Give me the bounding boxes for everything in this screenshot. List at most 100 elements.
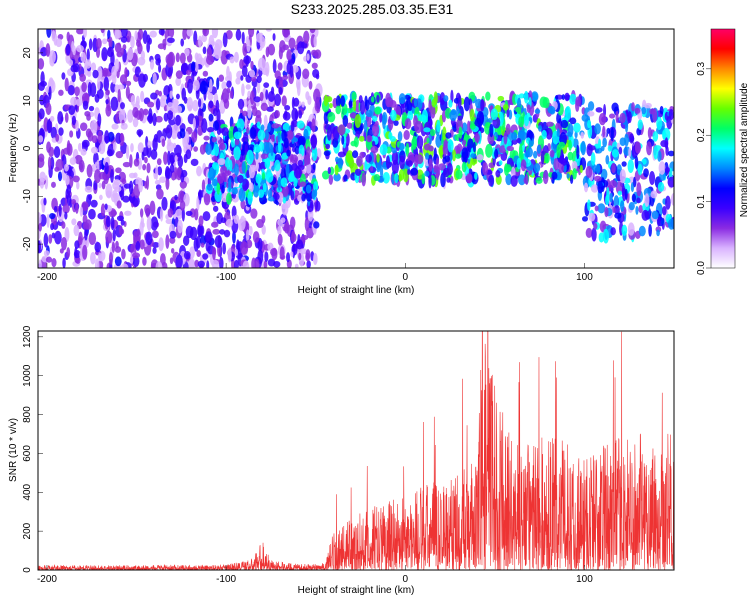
heatmap-cell	[576, 144, 580, 160]
heatmap-cell	[414, 106, 420, 115]
heatmap-cell	[281, 129, 287, 142]
heatmap-cell	[606, 187, 610, 202]
heatmap-cell	[250, 90, 255, 105]
heatmap-cell	[569, 174, 574, 185]
heatmap-cell	[179, 52, 186, 64]
heatmap-cell	[128, 180, 134, 195]
heatmap-cell	[216, 77, 220, 90]
heatmap-cell	[572, 167, 577, 180]
heatmap-cell	[94, 258, 100, 268]
heatmap-cell	[298, 252, 302, 261]
heatmap-cell	[251, 257, 257, 268]
heatmap-cell	[595, 107, 603, 113]
heatmap-cell	[656, 229, 660, 237]
heatmap-cell	[69, 130, 74, 138]
heatmap-cell	[365, 154, 373, 163]
heatmap-cell	[587, 145, 596, 151]
heatmap-cell	[192, 117, 196, 130]
heatmap-cell	[183, 251, 191, 260]
heatmap-cell	[624, 133, 629, 147]
heatmap-cell	[122, 195, 130, 203]
heatmap-cell	[282, 29, 290, 38]
heatmap-cell	[256, 219, 264, 229]
heatmap-cell	[629, 133, 635, 144]
heatmap-cell	[88, 38, 93, 51]
heatmap-cell	[602, 125, 606, 138]
heatmap-cell	[212, 228, 221, 235]
colorbar-gradient	[710, 28, 736, 269]
heatmap-cell	[605, 155, 610, 165]
heatmap-cell	[278, 76, 284, 85]
heatmap-cell	[175, 208, 183, 220]
heatmap-cell	[239, 215, 246, 231]
heatmap-cell	[442, 156, 447, 165]
heatmap-cell	[71, 115, 76, 126]
heatmap-cell	[203, 192, 211, 206]
heatmap-cell	[245, 54, 249, 67]
heatmap-cell	[241, 31, 245, 45]
heatmap-cell	[532, 150, 538, 159]
heatmap-cell	[86, 113, 91, 121]
heatmap-cell	[200, 242, 205, 248]
heatmap-cell	[571, 160, 578, 171]
heatmap-cell	[240, 75, 244, 81]
heatmap-cell	[265, 29, 273, 32]
heatmap-cell	[221, 127, 229, 137]
heatmap-cell	[169, 257, 174, 265]
heatmap-cell	[46, 118, 52, 134]
heatmap-cell	[58, 89, 64, 96]
heatmap-cell	[255, 151, 259, 160]
heatmap-cell	[284, 221, 290, 234]
heatmap-cell	[290, 251, 294, 257]
figure-title: S233.2025.285.03.35.E31	[291, 1, 454, 17]
heatmap-cell	[66, 193, 72, 206]
heatmap-cell	[143, 108, 149, 116]
heatmap-cell	[155, 165, 159, 181]
heatmap-cell	[241, 65, 248, 77]
heatmap-cell	[233, 146, 241, 161]
heatmap-cell	[273, 260, 281, 268]
heatmap-cell	[664, 137, 669, 150]
heatmap-cell	[111, 241, 116, 253]
heatmap-cell	[516, 137, 522, 144]
heatmap-cell	[511, 131, 518, 141]
heatmap-cell	[166, 102, 175, 114]
heatmap-cell	[528, 139, 532, 149]
heatmap-cell	[461, 139, 467, 146]
heatmap-cell	[101, 47, 108, 62]
heatmap-cell	[474, 132, 480, 143]
heatmap-cell	[158, 29, 165, 36]
heatmap-cell	[544, 152, 550, 164]
heatmap-cell	[211, 259, 220, 268]
colorbar: 0.0 0.1 0.2 0.3 Normalized spectral amplitu…	[696, 28, 750, 275]
heatmap-cell	[167, 37, 175, 44]
heatmap-cell	[221, 184, 225, 194]
heatmap-cell	[252, 183, 260, 198]
heatmap-cell	[585, 165, 593, 178]
heatmap-cell	[545, 127, 553, 140]
heatmap-cell	[391, 171, 395, 185]
heatmap-cell	[549, 150, 555, 158]
heatmap-cell	[415, 154, 424, 165]
heatmap-cell	[79, 73, 86, 82]
heatmap-cell	[385, 96, 394, 108]
heatmap-cell	[435, 157, 440, 167]
heatmap-cell	[185, 149, 192, 160]
heatmap-cell	[38, 58, 45, 70]
heatmap-cell	[471, 158, 478, 165]
heatmap-cell	[198, 189, 203, 201]
heatmap-cell	[96, 66, 103, 81]
heatmap-cell	[91, 135, 98, 144]
heatmap-cell	[38, 81, 45, 91]
heatmap-cell	[220, 165, 228, 176]
heatmap-cell	[595, 147, 603, 154]
heatmap-cell	[108, 252, 114, 265]
heatmap-cell	[311, 62, 318, 69]
x-tick-label: 100	[576, 574, 593, 585]
heatmap-cell	[302, 68, 310, 80]
heatmap-cell	[446, 177, 451, 183]
heatmap-cell	[212, 246, 216, 260]
heatmap-cell	[454, 153, 462, 159]
heatmap-cell	[631, 193, 636, 203]
